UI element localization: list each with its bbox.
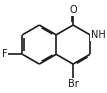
Text: Br: Br [68,79,78,89]
Text: O: O [69,5,77,15]
Text: F: F [2,49,7,59]
Text: NH: NH [91,30,105,40]
